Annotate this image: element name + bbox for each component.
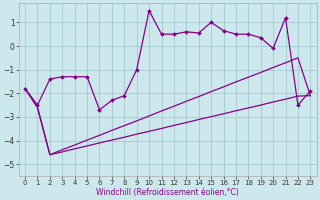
X-axis label: Windchill (Refroidissement éolien,°C): Windchill (Refroidissement éolien,°C) bbox=[96, 188, 239, 197]
